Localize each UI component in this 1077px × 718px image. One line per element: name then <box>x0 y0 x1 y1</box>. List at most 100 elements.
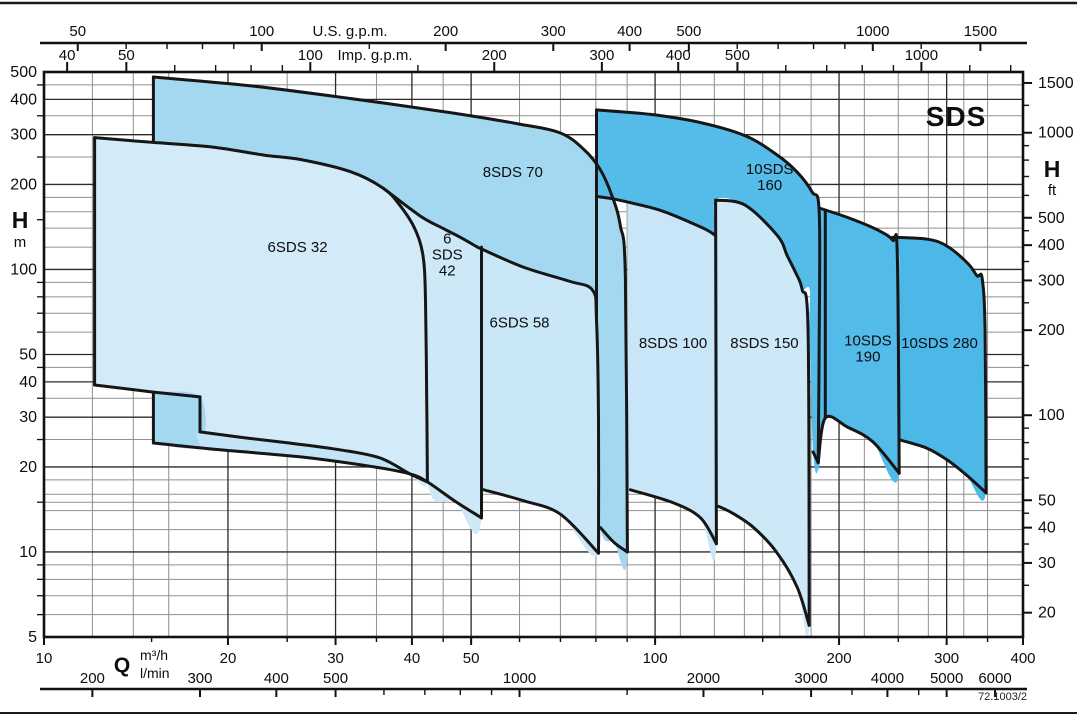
tick-label: 50 <box>118 47 135 64</box>
envelope-label-6sds-42: SDS <box>432 247 463 264</box>
tick-label: 50 <box>19 347 37 364</box>
tick-label: 100 <box>10 261 37 278</box>
tick-label: 1500 <box>964 23 997 40</box>
tick-label: 400 <box>1038 237 1065 254</box>
tick-label: 200 <box>827 650 852 667</box>
axis-h-ft: 1500 1000 500 400 300 200 100 50 40 30 20 Hft <box>1023 75 1074 622</box>
envelope-label-8sds-70: 8SDS 70 <box>483 164 543 181</box>
tick-label: 400 <box>617 23 642 40</box>
envelope-label-8sds-100: 8SDS 100 <box>639 335 707 352</box>
tick-label: 1000 <box>856 23 889 40</box>
tick-label: 6000 <box>978 670 1011 687</box>
tick-label: 500 <box>676 23 701 40</box>
envelope-8sds-100-edge-1 <box>714 198 718 546</box>
axis-us-gpm: 50 100 200 300 400 500 1000 1500 U.S. g.p.m. <box>40 23 1027 51</box>
tick-label: 3000 <box>794 670 827 687</box>
tick-label: 300 <box>187 670 212 687</box>
tick-label: 40 <box>19 374 37 391</box>
envelope-lower-band-edge-0 <box>151 441 483 520</box>
tick-label: 500 <box>1038 210 1065 227</box>
tick-label: 30 <box>19 409 37 426</box>
tick-label: 1000 <box>905 47 938 64</box>
tick-label: 100 <box>643 650 668 667</box>
tick-label: 5 <box>28 629 37 646</box>
envelope-8sds-100-region <box>626 202 718 561</box>
axis-unit-m: m <box>14 234 27 251</box>
envelope-8sds-70-edge-2 <box>599 526 629 554</box>
tick-label: 50 <box>69 23 86 40</box>
envelope-label-10sds-190: 10SDS <box>844 333 892 350</box>
envelope-8sds-150-region <box>715 200 810 640</box>
envelope-6sds-42-edge-0 <box>381 186 479 249</box>
envelope-label-6sds-42: 42 <box>439 263 456 280</box>
tick-label: 4000 <box>871 670 904 687</box>
tick-label: 20 <box>220 650 237 667</box>
tick-label: 50 <box>1038 492 1056 509</box>
axis-label-us-gpm: U.S. g.p.m. <box>312 23 387 40</box>
envelope-10sds-280-edge-1 <box>898 438 988 495</box>
envelope-10sds-190-region <box>817 208 901 483</box>
tick-label: 300 <box>934 650 959 667</box>
envelope-label-6sds-42: 6 <box>443 231 451 248</box>
tick-label: 400 <box>10 91 37 108</box>
tick-label: 300 <box>1038 272 1065 289</box>
tick-label: 20 <box>1038 605 1056 622</box>
axis-label-h-right: H <box>1044 156 1061 182</box>
envelope-lower-band-region <box>153 431 429 483</box>
tick-label: 50 <box>463 650 480 667</box>
tick-label: 10 <box>19 544 37 561</box>
plot-frame <box>42 70 1025 639</box>
tick-label: 2000 <box>687 670 720 687</box>
envelope-6sds-32-region <box>94 137 429 487</box>
axis-lmin: 200 300 400 500 1000 2000 3000 4000 5000 6000 l/mi… <box>40 665 1027 697</box>
axis-h-m: 500 400 300 200 100 50 40 30 20 10 5 Hm <box>10 64 44 646</box>
tick-label: 5000 <box>930 670 963 687</box>
envelope-10sds-160-edge-0 <box>595 108 822 465</box>
tick-label: 100 <box>249 23 274 40</box>
envelope-8sds-150-edge-0 <box>714 198 811 627</box>
tick-label: 20 <box>19 459 37 476</box>
envelope-label-6sds-58: 6SDS 58 <box>489 314 549 331</box>
tick-label: 500 <box>725 47 750 64</box>
envelope-label-10sds-280: 10SDS 280 <box>901 335 978 352</box>
tick-label: 400 <box>1010 650 1035 667</box>
envelope-overlap-patch-region <box>153 391 206 449</box>
tick-label: 40 <box>1038 520 1056 537</box>
envelope-8sds-100-edge-2 <box>628 488 718 546</box>
tick-label: 1000 <box>1038 125 1074 142</box>
tick-label: 300 <box>541 23 566 40</box>
axis-label-imp-gpm: Imp. g.p.m. <box>337 47 412 64</box>
tick-label: 1000 <box>503 670 536 687</box>
envelope-8sds-100-edge-0 <box>597 195 718 237</box>
plot-border <box>42 70 1025 639</box>
axis-label-h-left: H <box>12 207 29 233</box>
drawing-code: 72.1003/2 <box>978 691 1027 703</box>
envelope-label-6sds-32: 6SDS 32 <box>268 239 328 256</box>
tick-label: 300 <box>589 47 614 64</box>
axis-label-q: Q <box>114 654 130 677</box>
envelope-6sds-58-region <box>477 247 602 557</box>
envelope-10sds-190-edge-0 <box>817 206 901 475</box>
envelope-6sds-58-edge-1 <box>482 488 600 555</box>
tick-label: 30 <box>1038 555 1056 572</box>
axis-m3h: 10 20 30 40 50 100 200 300 400 Q m³/h <box>36 637 1036 677</box>
series-title: SDS <box>925 101 987 132</box>
envelopes-outlines <box>93 75 988 627</box>
tick-label: 200 <box>1038 322 1065 339</box>
envelope-10sds-280-region <box>892 237 988 501</box>
tick-label: 1500 <box>1038 75 1074 92</box>
tick-label: 200 <box>10 176 37 193</box>
tick-label: 10 <box>36 650 53 667</box>
tick-label: 300 <box>10 127 37 144</box>
envelope-label-10sds-190: 190 <box>855 349 880 366</box>
tick-label: 500 <box>323 670 348 687</box>
envelope-label-10sds-160: 10SDS <box>746 161 794 178</box>
envelope-label-10sds-160: 160 <box>757 177 782 194</box>
axis-unit-ft: ft <box>1048 182 1057 199</box>
tick-label: 200 <box>80 670 105 687</box>
axis-unit-m3h: m³/h <box>140 647 168 663</box>
